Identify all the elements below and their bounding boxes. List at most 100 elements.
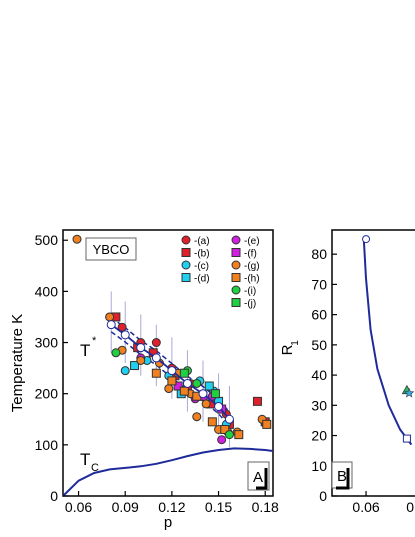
tstar-open-point — [224, 414, 234, 424]
tstar-open-point — [198, 389, 208, 399]
data-point — [105, 312, 115, 322]
x-tick-label: 0.18 — [252, 499, 279, 515]
data-point — [404, 387, 415, 398]
x-tick-label: 0.12 — [158, 499, 185, 515]
tstar-open-point — [214, 401, 224, 411]
legend-label: -(i) — [244, 286, 256, 297]
legend-label: -(j) — [244, 299, 256, 310]
panel-a-axes: 0 100 200 300 400 500 0.06 0.09 0.12 0.15 0.18 — [35, 232, 279, 515]
tstar-open-point — [136, 343, 146, 353]
data-point — [111, 348, 121, 358]
data-point — [117, 322, 127, 332]
x-tick-label: 0.09 — [112, 499, 139, 515]
data-point — [151, 368, 161, 378]
x-tick-label: 0.06 — [65, 499, 92, 515]
y-tick-label: 100 — [35, 437, 59, 453]
x-tick-label: 0 — [406, 499, 414, 515]
series-j — [179, 368, 220, 399]
data-point — [130, 361, 140, 371]
data-point — [204, 381, 214, 391]
tstar-open-point — [182, 378, 192, 388]
panel-a-label-box — [247, 461, 270, 491]
data-point — [72, 234, 82, 244]
legend-marker — [181, 248, 191, 257]
data-point — [136, 355, 146, 365]
data-point — [201, 399, 211, 409]
y-tick-label: 60 — [311, 307, 327, 323]
legend-marker — [181, 273, 191, 282]
y-tick-label: 40 — [311, 367, 327, 383]
series-i — [111, 348, 234, 440]
legend-label: -(f) — [244, 249, 257, 260]
tstar-open-point — [167, 366, 177, 376]
y-tick-label: 400 — [35, 283, 59, 299]
ybco-label: YBCO — [93, 242, 130, 257]
data-point — [120, 366, 130, 376]
y-tick-label: 500 — [35, 232, 59, 248]
legend-marker — [181, 260, 191, 270]
data-point — [262, 419, 272, 429]
legend-label: -(e) — [244, 236, 260, 247]
legend-marker — [231, 273, 241, 282]
tstar-open-point — [151, 353, 161, 363]
panel-a-marks — [62, 234, 274, 497]
data-point — [210, 389, 220, 399]
data-point — [217, 435, 227, 445]
panel-b-label: B — [337, 468, 347, 485]
y-tick-label: 200 — [35, 386, 59, 402]
legend-marker — [181, 235, 191, 245]
x-tick-label: 0.15 — [205, 499, 232, 515]
panel-b-corner-mark — [336, 468, 350, 490]
data-point — [362, 235, 371, 244]
legend-label: -(b) — [194, 249, 210, 260]
data-point — [252, 396, 262, 406]
panel-a-legend: -(a) -(b)-(c) -(d) -(e) -(f)-(g) -(h)-(i) -(j) — [181, 235, 260, 310]
legend-marker — [231, 298, 241, 307]
data-point — [179, 368, 189, 378]
legend-marker — [231, 260, 241, 270]
data-point — [164, 384, 174, 394]
legend-label: -(g) — [244, 261, 260, 272]
data-point — [151, 338, 161, 348]
data-point — [402, 434, 411, 443]
panel-b-ylabel-sub: 1 — [290, 340, 301, 346]
tc-label-sub: C — [91, 462, 99, 474]
data-point — [207, 417, 217, 427]
data-point — [192, 412, 202, 422]
panel-a: 0 100 200 300 400 500 0.06 0.09 0.12 0.15 0.18 Tem… — [9, 229, 279, 531]
x-tick-label: 0.06 — [352, 499, 379, 515]
data-point — [234, 430, 244, 440]
y-tick-label: 80 — [311, 246, 327, 262]
y-tick-label: 10 — [311, 458, 327, 474]
tc-curve — [62, 447, 274, 497]
panel-a-xlabel: p — [164, 514, 172, 531]
ybco-label-box — [85, 237, 137, 261]
tstar-label-sup: * — [92, 335, 97, 347]
legend-label: -(c) — [194, 261, 209, 272]
data-point — [179, 386, 189, 396]
y-tick-label: 0 — [50, 488, 58, 504]
legend-marker — [231, 285, 241, 295]
tstar-open-point — [106, 320, 116, 330]
y-tick-label: 50 — [311, 337, 327, 353]
panel-a-label: A — [253, 469, 263, 486]
legend-label: -(a) — [194, 236, 210, 247]
y-tick-label: 300 — [35, 335, 59, 351]
data-point — [167, 376, 177, 386]
fit-curve — [362, 239, 413, 446]
data-point — [192, 378, 202, 388]
panel-a-frame — [62, 229, 274, 497]
data-point — [220, 425, 230, 434]
y-tick-label: 0 — [319, 488, 327, 504]
legend-label: -(h) — [244, 274, 260, 285]
panel-b-ylabel: R — [279, 344, 296, 355]
tstar-open-point — [120, 330, 130, 340]
panel-a-corner-mark — [256, 468, 268, 490]
y-tick-label: 30 — [311, 397, 327, 413]
tstar-label: T — [80, 341, 90, 360]
legend-marker — [231, 235, 241, 245]
data-point — [224, 430, 234, 440]
